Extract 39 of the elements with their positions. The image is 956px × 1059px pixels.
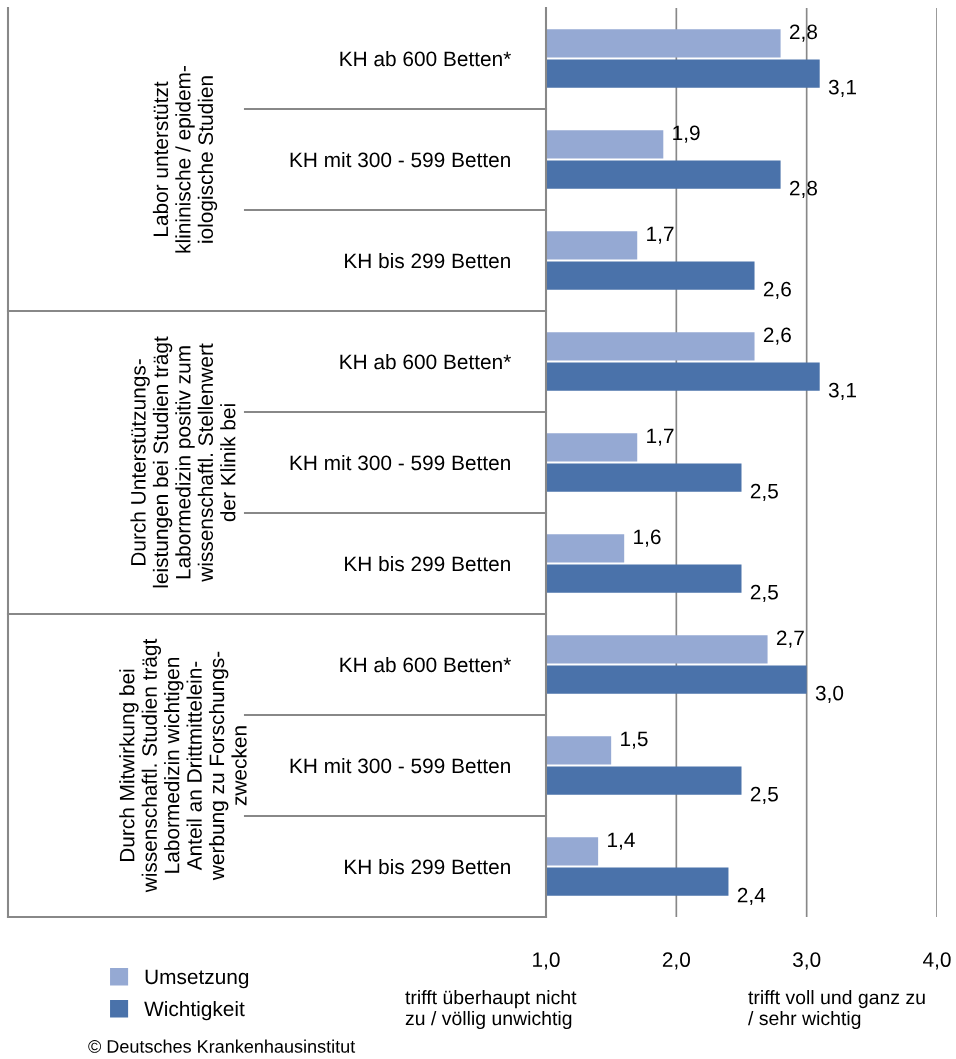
text: Durch Mitwirkung bei wissenschaftl. Studien trägt Labormedizin wichtigen Anteil an Drittmittelein- werbung zu Forschungs- zwecken: [119, 638, 247, 893]
data-label: 1,7: [647, 428, 674, 446]
y-tick-label: KH ab 600 Betten*: [340, 656, 511, 673]
data-label: 2,7: [776, 630, 804, 648]
y-tick-label: KH ab 600 Betten*: [340, 50, 511, 67]
x-tick-label: 3,0: [792, 952, 821, 970]
data-label: 2,8: [789, 24, 817, 42]
data-label: 2,4: [737, 887, 766, 905]
text: trifft überhaupt nicht zu / völlig unwichtig: [405, 990, 577, 1030]
x-tick-label: 4,0: [923, 952, 951, 970]
data-label: 1,7: [647, 226, 674, 244]
legend-label: Wichtigkeit: [144, 1000, 245, 1021]
data-label: 3,1: [828, 79, 856, 97]
text: trifft voll und ganz zu / sehr wichtig: [748, 990, 925, 1030]
y-tick-label: KH bis 299 Betten: [345, 858, 510, 875]
data-label: 1,9: [673, 125, 700, 143]
text: Labor unterstützt klininische / epidem- iologische Studien: [152, 66, 218, 253]
data-label: 1,5: [621, 731, 648, 749]
y-tick-label: KH mit 300 - 599 Betten: [290, 757, 510, 774]
y-tick-label: KH ab 600 Betten*: [340, 353, 511, 370]
data-label: 2,5: [750, 483, 778, 501]
data-label: 1,6: [634, 529, 661, 547]
x-tick-label: 1,0: [533, 952, 560, 970]
legend-label: Umsetzung: [145, 969, 249, 989]
data-label: 2,6: [763, 281, 791, 299]
y-tick-label: KH bis 299 Betten: [345, 252, 510, 269]
data-label: 3,1: [828, 382, 856, 400]
text: Durch Unterstützungs- leistungen bei Studien trägt Labormedizin positiv zum wissenschaftl. Stellenwert der Klinik bei: [130, 336, 236, 588]
y-tick-label: KH bis 299 Betten: [345, 555, 510, 572]
x-tick-label: 2,0: [662, 952, 690, 970]
data-label: 2,8: [789, 180, 817, 198]
data-label: 2,5: [750, 786, 778, 804]
y-tick-label: KH mit 300 - 599 Betten: [290, 151, 510, 168]
data-label: 2,6: [763, 327, 791, 345]
text: © Deutsches Krankenhausinstitut: [88, 1039, 356, 1053]
data-label: 3,0: [815, 685, 844, 703]
y-tick-label: KH mit 300 - 599 Betten: [290, 454, 510, 471]
data-label: 1,4: [608, 832, 635, 850]
data-label: 2,5: [750, 584, 778, 602]
